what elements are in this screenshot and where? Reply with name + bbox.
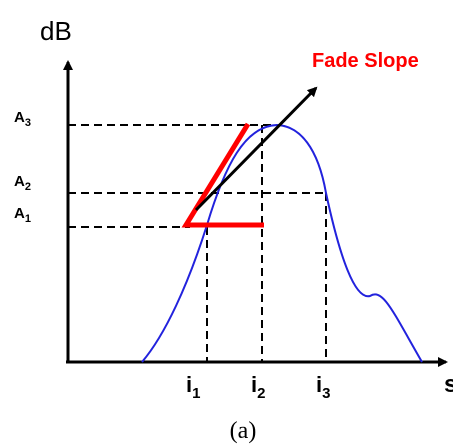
instant-label-i3: i3 [316, 372, 330, 402]
x-axis-label: s [444, 371, 453, 398]
fade-slope-label: Fade Slope [312, 50, 419, 72]
svg-text:A1: A1 [14, 205, 31, 225]
svg-text:i3: i3 [316, 372, 330, 402]
signal-curve [141, 123, 423, 363]
svg-text:i2: i2 [251, 372, 265, 402]
svg-text:A3: A3 [14, 109, 31, 129]
fade-slope-marker [181, 122, 264, 228]
level-label-a3: A3 [14, 109, 31, 129]
instant-label-i2: i2 [251, 372, 265, 402]
svg-text:i1: i1 [186, 372, 200, 402]
y-axis-label: dB [40, 16, 72, 46]
fade-slope-arrow [194, 86, 318, 212]
level-label-a1: A1 [14, 205, 31, 225]
instant-label-i1: i1 [186, 372, 200, 402]
figure-caption: (a) [230, 418, 257, 444]
level-label-a2: A2 [14, 173, 31, 193]
svg-text:A2: A2 [14, 173, 31, 193]
